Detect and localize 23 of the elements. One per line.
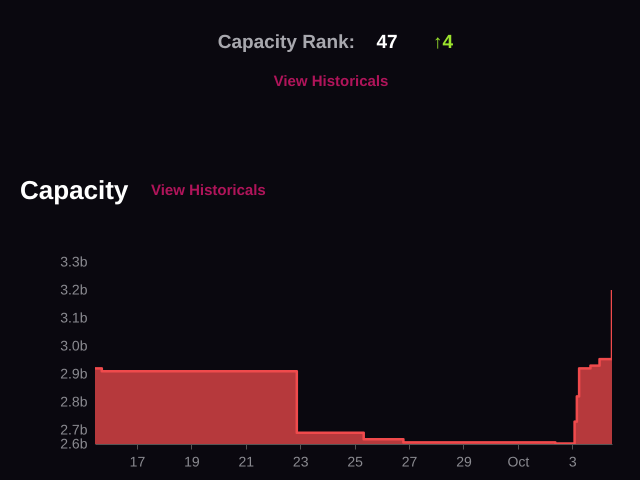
y-tick-label: 2.8b — [60, 394, 88, 410]
x-tick-label: 21 — [238, 454, 254, 470]
chart-title: Capacity — [20, 175, 129, 205]
x-tick-label: 29 — [456, 454, 472, 470]
text: Capacity Rank: — [218, 32, 355, 53]
text: View Historicals — [151, 182, 266, 199]
text: ↑4 — [432, 32, 454, 53]
x-tick-label: 17 — [130, 454, 146, 470]
text: 47 — [376, 32, 398, 53]
y-tick-label: 2.9b — [60, 366, 88, 382]
x-tick-label: 19 — [184, 454, 200, 470]
y-tick-label: 3.3b — [60, 254, 88, 270]
y-tick-label: 2.7b — [60, 422, 88, 438]
x-tick-label: 23 — [292, 454, 309, 470]
y-tick-label: 3.1b — [60, 310, 88, 326]
text: View Historicals — [274, 73, 388, 90]
x-tick-label: Oct — [508, 454, 530, 470]
x-tick-label: 3 — [568, 454, 577, 470]
y-tick-label: 3.2b — [60, 282, 88, 298]
x-tick-label: 25 — [347, 454, 364, 470]
y-tick-label: 3.0b — [60, 338, 88, 354]
y-tick-label: 2.6b — [60, 436, 88, 452]
x-tick-label: 27 — [402, 454, 418, 470]
